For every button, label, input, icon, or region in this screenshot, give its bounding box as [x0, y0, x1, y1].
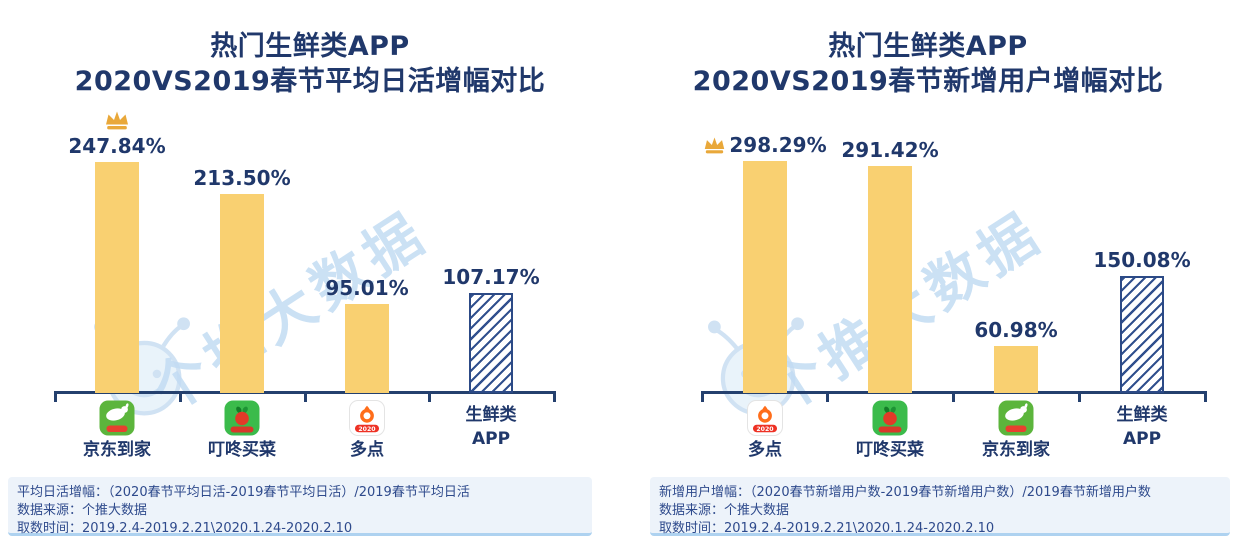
- chart-title-line1: 热门生鲜类APP: [210, 31, 410, 62]
- x-axis-tick: [1204, 391, 1207, 402]
- value-text: 298.29%: [729, 133, 827, 157]
- x-axis-tick: [1078, 391, 1081, 402]
- category-label-line: 生鲜类: [1116, 405, 1168, 425]
- bar-京东到家: [994, 346, 1038, 393]
- jd-daojia-app-icon: [99, 400, 135, 436]
- category-label-line: 生鲜类: [465, 405, 517, 425]
- value-text: 291.42%: [841, 138, 939, 162]
- x-axis-tick: [701, 391, 704, 402]
- chart-title: 热门生鲜类APP 2020VS2019春节新增用户增幅对比: [628, 29, 1228, 99]
- category-label-line: 叮咚买菜: [856, 440, 924, 460]
- value-label-叮咚买菜: 291.42%: [805, 138, 975, 162]
- category-label-叮咚买菜: 叮咚买菜: [820, 438, 960, 462]
- value-text: 213.50%: [193, 166, 291, 190]
- value-label-叮咚买菜: 213.50%: [157, 166, 327, 190]
- category-label-生鲜类APP: 生鲜类 APP: [1072, 403, 1212, 451]
- x-axis-tick: [553, 391, 556, 402]
- bar-叮咚买菜: [868, 166, 912, 393]
- category-label-line: 多点: [748, 440, 782, 460]
- crown-icon: [104, 109, 130, 131]
- category-label-line: 京东到家: [83, 440, 151, 460]
- category-label-多点: 多点: [695, 438, 835, 462]
- x-axis-tick: [54, 391, 57, 402]
- value-label-京东到家: 247.84%: [32, 134, 202, 158]
- category-label-line: 多点: [350, 440, 384, 460]
- duodian-app-icon: 2020: [747, 400, 783, 436]
- footnote-period: 取数时间：2019.2.4-2019.2.21\2020.1.24-2020.2…: [659, 521, 995, 536]
- value-label-京东到家: 60.98%: [931, 318, 1101, 342]
- category-label-叮咚买菜: 叮咚买菜: [172, 438, 312, 462]
- bar-叮咚买菜: [220, 194, 264, 393]
- category-label-line: APP: [471, 429, 511, 449]
- bar-多点: [345, 304, 389, 393]
- x-axis: [702, 391, 1207, 394]
- bar-生鲜类APP: [1120, 276, 1164, 393]
- dingdong-maicai-app-icon: [872, 400, 908, 436]
- x-axis-tick: [428, 391, 431, 402]
- chart-title: 热门生鲜类APP 2020VS2019春节平均日活增幅对比: [10, 29, 610, 99]
- category-label-京东到家: 京东到家: [47, 438, 187, 462]
- chart-title-line1: 热门生鲜类APP: [828, 31, 1028, 62]
- category-label-line: 京东到家: [982, 440, 1050, 460]
- jd-daojia-app-icon: [998, 400, 1034, 436]
- x-axis-tick: [826, 391, 829, 402]
- value-text: 60.98%: [974, 318, 1058, 342]
- footnote-period: 取数时间：2019.2.4-2019.2.21\2020.1.24-2020.2…: [17, 521, 353, 536]
- x-axis-tick: [952, 391, 955, 402]
- duodian-app-icon: 2020: [349, 400, 385, 436]
- dingdong-maicai-app-icon: [224, 400, 260, 436]
- value-label-生鲜类APP: 107.17%: [406, 265, 576, 289]
- value-text: 247.84%: [68, 134, 166, 158]
- category-label-京东到家: 京东到家: [946, 438, 1086, 462]
- bar-生鲜类APP: [469, 293, 513, 393]
- svg-text:2020: 2020: [358, 426, 376, 433]
- category-label-line: APP: [1122, 429, 1162, 449]
- footnote-card: 平均日活增幅：（2020春节平均日活-2019春节平均日活）/2019春节平均日…: [8, 477, 592, 536]
- chart-title-line2: 2020VS2019春节平均日活增幅对比: [74, 66, 546, 97]
- value-text: 150.08%: [1093, 248, 1191, 272]
- category-label-生鲜类APP: 生鲜类 APP: [421, 403, 561, 451]
- footnote-formula: 新增用户增幅：（2020春节新增用户数-2019春节新增用户数）/2019春节新…: [659, 485, 1151, 500]
- category-label-多点: 多点: [297, 438, 437, 462]
- value-label-多点: 298.29%: [680, 133, 850, 157]
- footnote-source: 数据来源：个推大数据: [17, 503, 148, 518]
- bar-多点: [743, 161, 787, 393]
- category-label-line: 叮咚买菜: [208, 440, 276, 460]
- x-axis-tick: [179, 391, 182, 402]
- value-text: 107.17%: [442, 265, 540, 289]
- footnote-card: 新增用户增幅：（2020春节新增用户数-2019春节新增用户数）/2019春节新…: [650, 477, 1230, 536]
- footnote-source: 数据来源：个推大数据: [659, 503, 790, 518]
- bar-京东到家: [95, 162, 139, 393]
- x-axis-tick: [304, 391, 307, 402]
- value-text: 95.01%: [325, 276, 409, 300]
- value-label-生鲜类APP: 150.08%: [1057, 248, 1227, 272]
- footnote-formula: 平均日活增幅：（2020春节平均日活-2019春节平均日活）/2019春节平均日…: [17, 485, 470, 500]
- value-label-多点: 95.01%: [282, 276, 452, 300]
- svg-text:2020: 2020: [756, 426, 774, 433]
- chart-title-line2: 2020VS2019春节新增用户增幅对比: [692, 66, 1164, 97]
